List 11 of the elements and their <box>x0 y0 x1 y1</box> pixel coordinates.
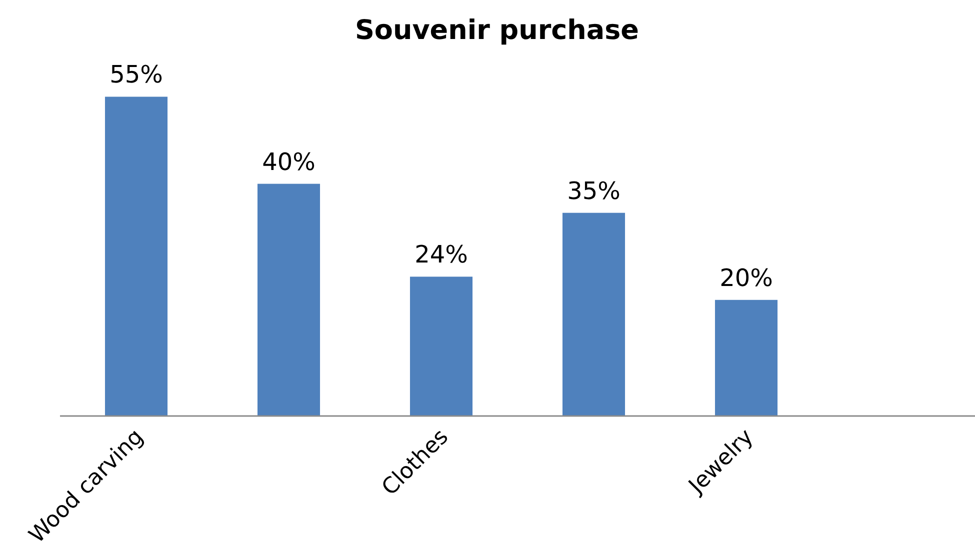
data-label: 24% <box>414 240 468 269</box>
bar <box>410 276 473 416</box>
bar <box>104 96 168 416</box>
bar <box>562 212 626 416</box>
data-label: 55% <box>110 60 163 89</box>
data-label: 40% <box>262 148 316 176</box>
data-label: 20% <box>720 264 773 292</box>
data-label: 35% <box>567 176 620 205</box>
bar <box>257 184 320 416</box>
chart-title: Souvenir purchase <box>354 15 640 46</box>
bar <box>714 300 778 416</box>
